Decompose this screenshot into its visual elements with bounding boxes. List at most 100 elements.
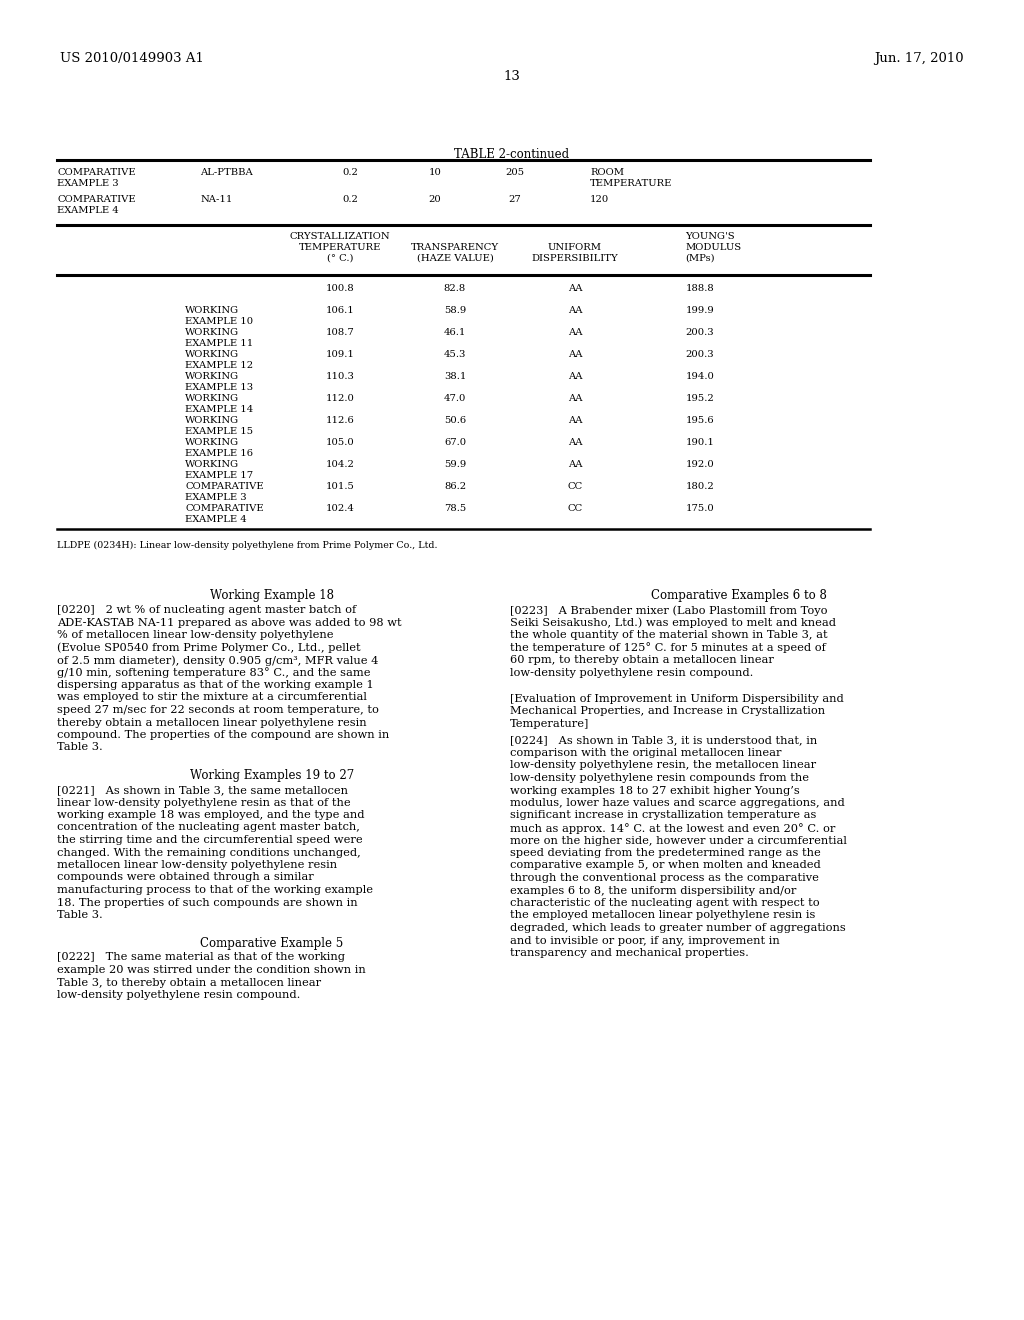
Text: 199.9: 199.9 — [686, 306, 715, 315]
Text: Mechanical Properties, and Increase in Crystallization: Mechanical Properties, and Increase in C… — [510, 706, 825, 717]
Text: EXAMPLE 13: EXAMPLE 13 — [185, 383, 253, 392]
Text: 20: 20 — [429, 195, 441, 205]
Text: AA: AA — [567, 306, 583, 315]
Text: 0.2: 0.2 — [342, 168, 358, 177]
Text: 58.9: 58.9 — [443, 306, 466, 315]
Text: (° C.): (° C.) — [327, 253, 353, 263]
Text: 112.0: 112.0 — [326, 393, 354, 403]
Text: 10: 10 — [429, 168, 441, 177]
Text: EXAMPLE 14: EXAMPLE 14 — [185, 405, 253, 414]
Text: Table 3.: Table 3. — [57, 909, 102, 920]
Text: DISPERSIBILITY: DISPERSIBILITY — [531, 253, 618, 263]
Text: manufacturing process to that of the working example: manufacturing process to that of the wor… — [57, 884, 373, 895]
Text: examples 6 to 8, the uniform dispersibility and/or: examples 6 to 8, the uniform dispersibil… — [510, 886, 797, 895]
Text: was employed to stir the mixture at a circumferential: was employed to stir the mixture at a ci… — [57, 693, 367, 702]
Text: EXAMPLE 11: EXAMPLE 11 — [185, 339, 253, 348]
Text: 47.0: 47.0 — [443, 393, 466, 403]
Text: 46.1: 46.1 — [443, 327, 466, 337]
Text: comparison with the original metallocen linear: comparison with the original metallocen … — [510, 748, 781, 758]
Text: COMPARATIVE: COMPARATIVE — [185, 504, 263, 513]
Text: 108.7: 108.7 — [326, 327, 354, 337]
Text: TEMPERATURE: TEMPERATURE — [590, 180, 673, 187]
Text: 110.3: 110.3 — [326, 372, 354, 381]
Text: NA-11: NA-11 — [200, 195, 232, 205]
Text: modulus, lower haze values and scarce aggregations, and: modulus, lower haze values and scarce ag… — [510, 799, 845, 808]
Text: [0222]   The same material as that of the working: [0222] The same material as that of the … — [57, 953, 345, 962]
Text: 104.2: 104.2 — [326, 459, 354, 469]
Text: the employed metallocen linear polyethylene resin is: the employed metallocen linear polyethyl… — [510, 911, 815, 920]
Text: Working Example 18: Working Example 18 — [210, 589, 334, 602]
Text: Jun. 17, 2010: Jun. 17, 2010 — [874, 51, 964, 65]
Text: WORKING: WORKING — [185, 416, 240, 425]
Text: TEMPERATURE: TEMPERATURE — [299, 243, 381, 252]
Text: EXAMPLE 15: EXAMPLE 15 — [185, 426, 253, 436]
Text: 67.0: 67.0 — [444, 438, 466, 447]
Text: speed deviating from the predetermined range as the: speed deviating from the predetermined r… — [510, 847, 821, 858]
Text: Seiki Seisakusho, Ltd.) was employed to melt and knead: Seiki Seisakusho, Ltd.) was employed to … — [510, 618, 836, 628]
Text: Comparative Examples 6 to 8: Comparative Examples 6 to 8 — [650, 589, 826, 602]
Text: [0224]   As shown in Table 3, it is understood that, in: [0224] As shown in Table 3, it is unders… — [510, 735, 817, 746]
Text: (MPs): (MPs) — [685, 253, 715, 263]
Text: metallocen linear low-density polyethylene resin: metallocen linear low-density polyethyle… — [57, 861, 337, 870]
Text: 200.3: 200.3 — [686, 350, 715, 359]
Text: 45.3: 45.3 — [443, 350, 466, 359]
Text: Temperature]: Temperature] — [510, 719, 590, 729]
Text: EXAMPLE 10: EXAMPLE 10 — [185, 317, 253, 326]
Text: EXAMPLE 4: EXAMPLE 4 — [185, 515, 247, 524]
Text: low-density polyethylene resin compounds from the: low-density polyethylene resin compounds… — [510, 774, 809, 783]
Text: 180.2: 180.2 — [686, 482, 715, 491]
Text: g/10 min, softening temperature 83° C., and the same: g/10 min, softening temperature 83° C., … — [57, 668, 371, 678]
Text: 192.0: 192.0 — [686, 459, 715, 469]
Text: COMPARATIVE: COMPARATIVE — [57, 168, 135, 177]
Text: working examples 18 to 27 exhibit higher Young’s: working examples 18 to 27 exhibit higher… — [510, 785, 800, 796]
Text: TRANSPARENCY: TRANSPARENCY — [411, 243, 499, 252]
Text: much as approx. 14° C. at the lowest and even 20° C. or: much as approx. 14° C. at the lowest and… — [510, 822, 836, 834]
Text: 195.2: 195.2 — [686, 393, 715, 403]
Text: of 2.5 mm diameter), density 0.905 g/cm³, MFR value 4: of 2.5 mm diameter), density 0.905 g/cm³… — [57, 655, 379, 665]
Text: 13: 13 — [504, 70, 520, 83]
Text: dispersing apparatus as that of the working example 1: dispersing apparatus as that of the work… — [57, 680, 374, 690]
Text: example 20 was stirred under the condition shown in: example 20 was stirred under the conditi… — [57, 965, 366, 975]
Text: AA: AA — [567, 459, 583, 469]
Text: speed 27 m/sec for 22 seconds at room temperature, to: speed 27 m/sec for 22 seconds at room te… — [57, 705, 379, 715]
Text: (HAZE VALUE): (HAZE VALUE) — [417, 253, 494, 263]
Text: the stirring time and the circumferential speed were: the stirring time and the circumferentia… — [57, 836, 362, 845]
Text: changed. With the remaining conditions unchanged,: changed. With the remaining conditions u… — [57, 847, 360, 858]
Text: 82.8: 82.8 — [443, 284, 466, 293]
Text: 0.2: 0.2 — [342, 195, 358, 205]
Text: EXAMPLE 16: EXAMPLE 16 — [185, 449, 253, 458]
Text: 200.3: 200.3 — [686, 327, 715, 337]
Text: and to invisible or poor, if any, improvement in: and to invisible or poor, if any, improv… — [510, 936, 779, 945]
Text: working example 18 was employed, and the type and: working example 18 was employed, and the… — [57, 810, 365, 820]
Text: EXAMPLE 12: EXAMPLE 12 — [185, 360, 253, 370]
Text: [0220]   2 wt % of nucleating agent master batch of: [0220] 2 wt % of nucleating agent master… — [57, 605, 356, 615]
Text: EXAMPLE 3: EXAMPLE 3 — [185, 492, 247, 502]
Text: 86.2: 86.2 — [444, 482, 466, 491]
Text: 205: 205 — [506, 168, 524, 177]
Text: WORKING: WORKING — [185, 306, 240, 315]
Text: characteristic of the nucleating agent with respect to: characteristic of the nucleating agent w… — [510, 898, 819, 908]
Text: 100.8: 100.8 — [326, 284, 354, 293]
Text: ROOM: ROOM — [590, 168, 624, 177]
Text: AA: AA — [567, 416, 583, 425]
Text: 109.1: 109.1 — [326, 350, 354, 359]
Text: AA: AA — [567, 350, 583, 359]
Text: 194.0: 194.0 — [685, 372, 715, 381]
Text: significant increase in crystallization temperature as: significant increase in crystallization … — [510, 810, 816, 821]
Text: EXAMPLE 4: EXAMPLE 4 — [57, 206, 119, 215]
Text: CC: CC — [567, 482, 583, 491]
Text: 60 rpm, to thereby obtain a metallocen linear: 60 rpm, to thereby obtain a metallocen l… — [510, 655, 774, 665]
Text: low-density polyethylene resin compound.: low-density polyethylene resin compound. — [510, 668, 754, 677]
Text: 112.6: 112.6 — [326, 416, 354, 425]
Text: AA: AA — [567, 372, 583, 381]
Text: 27: 27 — [509, 195, 521, 205]
Text: 105.0: 105.0 — [326, 438, 354, 447]
Text: 50.6: 50.6 — [444, 416, 466, 425]
Text: 78.5: 78.5 — [443, 504, 466, 513]
Text: 102.4: 102.4 — [326, 504, 354, 513]
Text: [0223]   A Brabender mixer (Labo Plastomill from Toyo: [0223] A Brabender mixer (Labo Plastomil… — [510, 605, 827, 615]
Text: 120: 120 — [590, 195, 609, 205]
Text: the temperature of 125° C. for 5 minutes at a speed of: the temperature of 125° C. for 5 minutes… — [510, 643, 826, 653]
Text: EXAMPLE 17: EXAMPLE 17 — [185, 471, 253, 480]
Text: 38.1: 38.1 — [443, 372, 466, 381]
